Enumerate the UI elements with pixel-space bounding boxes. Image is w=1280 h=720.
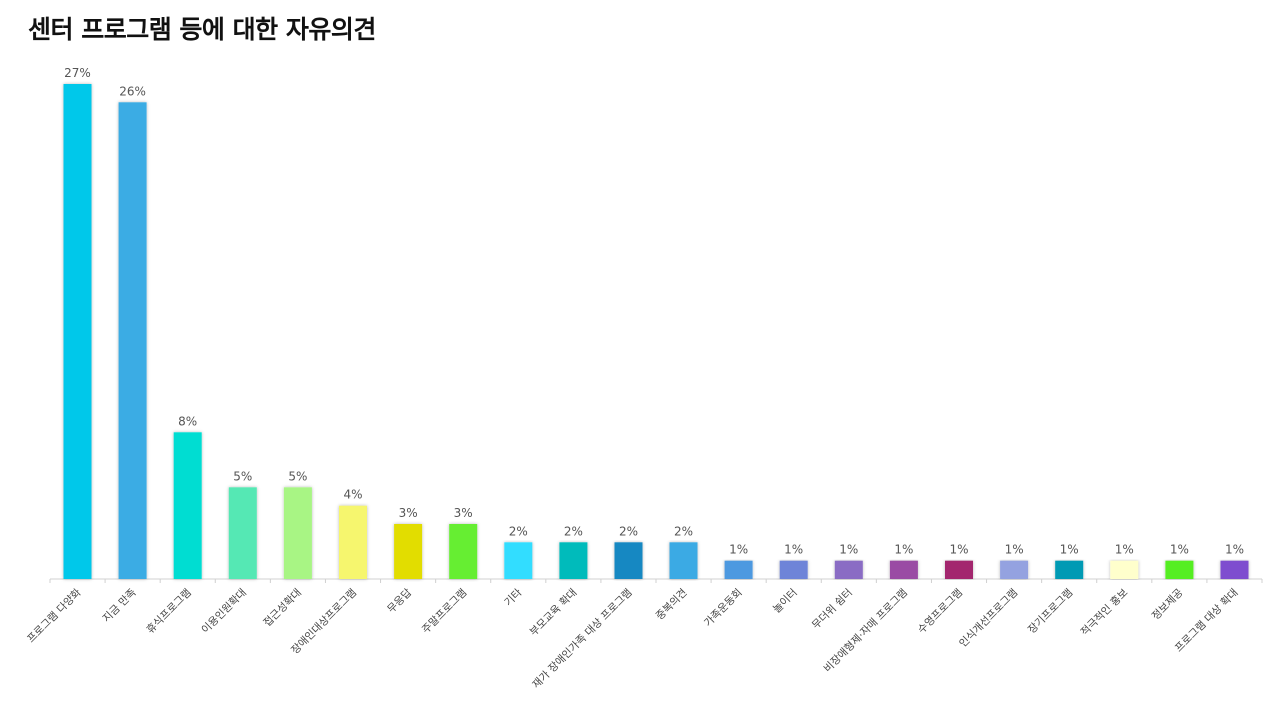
bar-value-label: 3%: [399, 506, 418, 520]
category-tick-label: 접근성확대: [261, 586, 304, 629]
category-tick-label: 부모교육 확대: [527, 586, 580, 639]
category-tick-label: 가족운동회: [702, 587, 745, 630]
bar-value-label: 2%: [564, 524, 583, 538]
bar-value-label: 27%: [64, 66, 91, 80]
category-tick-label: 인식개선프로그램: [957, 587, 1020, 650]
bar: [283, 487, 312, 579]
value-labels-group: 27% 26% 8% 5% 5% 4% 3% 3% 2% 2% 2% 2% 1% 1% 1% 1% 1% 1% 1%…: [64, 66, 1244, 557]
bar-value-label: 1%: [1115, 543, 1134, 557]
bar-value-label: 8%: [178, 414, 197, 428]
category-tick-label: 정보제공: [1150, 586, 1186, 622]
bar-value-label: 1%: [949, 543, 968, 557]
category-tick-label: 지금 만족: [101, 586, 139, 624]
bars-group: [63, 84, 1249, 580]
x-axis-ticks: [49, 579, 1263, 583]
category-tick-label: 무응답: [385, 586, 414, 615]
bar-value-label: 1%: [1060, 543, 1079, 557]
bar: [559, 542, 588, 579]
bar-value-label: 1%: [784, 543, 803, 557]
bar-value-label: 2%: [509, 524, 528, 538]
category-tick-label: 재가 장애인가족 대상 프로그램: [530, 587, 634, 691]
bar: [1110, 560, 1139, 579]
category-tick-label: 수영프로그램: [916, 587, 965, 636]
bar-value-label: 2%: [619, 524, 638, 538]
bar: [945, 560, 973, 579]
bar: [669, 542, 698, 579]
category-tick-label: 중복의견: [654, 587, 690, 623]
bar: [394, 524, 423, 579]
category-tick-label: 휴식프로그램: [144, 587, 193, 636]
bar-value-label: 1%: [1225, 543, 1244, 557]
bar: [173, 432, 202, 579]
bar: [614, 542, 643, 579]
bar: [449, 524, 478, 579]
bar-value-label: 4%: [343, 488, 362, 502]
bar: [339, 505, 367, 579]
bar: [1165, 560, 1194, 579]
bar: [63, 84, 92, 579]
bar: [1000, 560, 1029, 579]
category-tick-label: 적극적인 홍보: [1078, 586, 1131, 639]
bar: [1220, 560, 1249, 579]
bar: [889, 560, 918, 579]
bar-value-label: 2%: [674, 524, 693, 538]
bar-value-label: 1%: [839, 543, 858, 557]
bar-value-label: 1%: [894, 543, 913, 557]
category-tick-label: 기타: [502, 586, 524, 608]
category-tick-label: 이용인원확대: [199, 586, 249, 636]
category-tick-label: 장기프로그램: [1026, 587, 1075, 636]
category-tick-label: 무더위 쉼터: [809, 586, 855, 632]
bar-value-label: 5%: [233, 469, 252, 483]
category-tick-label: 놀이터: [771, 587, 800, 616]
category-tick-label: 주말프로그램: [420, 587, 469, 636]
bar-value-label: 5%: [288, 469, 307, 483]
bar-value-label: 1%: [1005, 543, 1024, 557]
bar-value-label: 26%: [119, 84, 146, 98]
bar: [1055, 560, 1084, 579]
bar-value-label: 1%: [729, 543, 748, 557]
chart-title: 센터 프로그램 등에 대한 자유의견: [28, 15, 376, 44]
bar-value-label: 3%: [454, 506, 473, 520]
bar: [834, 560, 863, 579]
bar: [504, 542, 533, 579]
bar: [228, 487, 257, 579]
bar: [779, 560, 808, 579]
bar: [724, 560, 753, 579]
category-tick-label: 프로그램 다양화: [25, 586, 84, 645]
bar: [118, 102, 147, 580]
bar-value-label: 1%: [1170, 543, 1189, 557]
